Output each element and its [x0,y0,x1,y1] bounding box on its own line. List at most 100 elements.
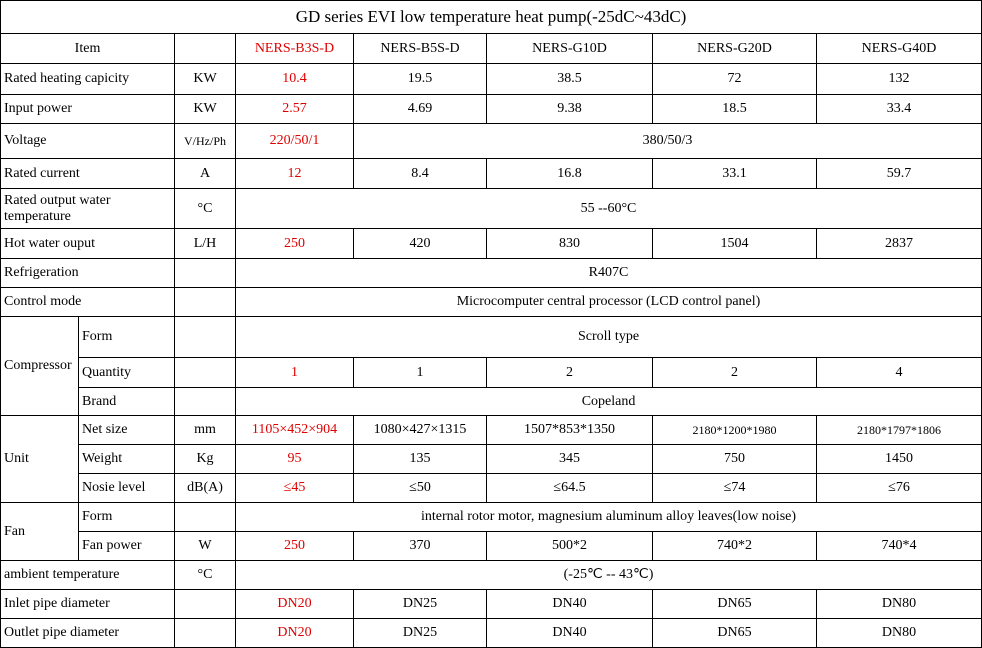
table-cell: DN25 [353,618,487,648]
table-cell: 420 [353,228,487,259]
table-cell: 500*2 [486,531,653,561]
table-cell: 33.4 [815,94,982,124]
table-cell: W [174,531,236,561]
table-cell: V/Hz/Ph [174,123,236,159]
table-cell: DN65 [652,618,817,648]
table-cell: 59.7 [815,158,982,189]
table-cell: NERS-B5S-D [353,33,487,64]
table-cell: Fan power [78,531,175,561]
table-cell: Hot water ouput [0,228,175,259]
table-row: Nosie level dB(A) ≤45 ≤50 ≤64.5 ≤74 ≤76 [1,473,982,503]
table-cell: DN40 [486,618,653,648]
table-cell: NERS-G40D [815,33,982,64]
table-cell [174,316,236,358]
table-cell: Input power [0,94,175,124]
table-cell: Microcomputer central processor (LCD con… [234,287,982,317]
table-row: Brand Copeland [1,387,982,416]
table-cell: 1105×452×904 [235,415,354,445]
table-cell: 345 [486,444,653,474]
table-cell: DN20 [235,589,354,619]
table-cell: 1080×427×1315 [353,415,487,445]
table-cell: NERS-B3S-D [235,33,354,64]
table-row: Fan power W 250 370 500*2 740*2 740*4 [1,531,982,561]
table-cell [174,33,236,64]
table-cell: Outlet pipe diameter [0,618,175,648]
table-cell: KW [174,94,236,124]
table-row: Voltage V/Hz/Ph 220/50/1 380/50/3 [0,123,982,159]
table-cell [174,589,236,619]
table-cell: 18.5 [652,94,817,124]
table-cell: ≤74 [652,473,817,503]
table-cell: 740*2 [652,531,817,561]
table-cell: DN25 [353,589,487,619]
table-cell: 2180*1200*1980 [652,415,817,445]
table-cell: 380/50/3 [352,123,982,159]
table-cell: DN65 [652,589,817,619]
table-cell: ambient temperature [0,560,175,590]
table-cell: ≤50 [353,473,487,503]
table-cell: NERS-G10D [486,33,653,64]
table-cell: Copeland [234,387,982,416]
table-row: ambient temperature °C (-25℃ -- 43℃) [0,560,982,590]
table-cell: Compressor [0,316,79,416]
table-cell: ≤76 [815,473,982,503]
table-cell: DN40 [486,589,653,619]
table-row: Inlet pipe diameter DN20 DN25 DN40 DN65 DN80 [0,589,982,619]
table-cell: internal rotor motor, magnesium aluminum… [234,502,982,532]
table-title: GD series EVI low temperature heat pump(… [0,0,982,34]
table-cell: Voltage [0,123,175,159]
table-cell: Form [78,316,175,358]
table-cell: Net size [78,415,175,445]
table-cell [174,387,236,416]
table-row: Rated current A 12 8.4 16.8 33.1 59.7 [0,158,982,189]
table-row: Unit Net size mm 1105×452×904 1080×427×1315 1… [0,415,982,503]
table-row: Control mode Microcomputer central proces… [0,287,982,317]
table-cell: 1450 [815,444,982,474]
table-cell: Rated current [0,158,175,189]
table-cell: Rated output water temperature [0,188,175,229]
table-cell: 220/50/1 [235,123,354,159]
table-cell: Rated heating capicity [0,63,175,95]
table-row: GD series EVI low temperature heat pump(… [0,0,982,34]
table-cell: 1507*853*1350 [486,415,653,445]
table-cell: 250 [235,228,354,259]
table-cell: Form [78,502,175,532]
table-cell: Item [0,33,175,64]
table-cell: dB(A) [174,473,236,503]
table-cell: mm [174,415,236,445]
table-cell: 2.57 [235,94,354,124]
table-cell: 16.8 [486,158,653,189]
table-cell: 10.4 [235,63,354,95]
table-cell: 55 --60°C [234,188,982,229]
table-cell: 740*4 [815,531,982,561]
table-cell: DN20 [235,618,354,648]
table-cell: Scroll type [234,316,982,358]
table-cell [174,357,236,388]
table-cell: Brand [78,387,175,416]
table-cell: 95 [235,444,354,474]
table-cell: 250 [235,531,354,561]
table-cell: L/H [174,228,236,259]
table-cell: 12 [235,158,354,189]
table-cell: Unit [0,415,79,503]
table-cell: NERS-G20D [652,33,817,64]
table-cell: DN80 [815,618,982,648]
table-cell [174,287,236,317]
table-cell: 9.38 [486,94,653,124]
table-cell: (-25℃ -- 43℃) [234,560,982,590]
table-cell: 370 [353,531,487,561]
table-row: Rated output water temperature °C 55 --60°… [0,188,982,229]
table-cell: ≤45 [235,473,354,503]
table-cell: Inlet pipe diameter [0,589,175,619]
table-cell: 33.1 [652,158,817,189]
table-cell: KW [174,63,236,95]
table-cell: Nosie level [78,473,175,503]
table-cell: 8.4 [353,158,487,189]
table-cell: Quantity [78,357,175,388]
table-cell: 2 [652,357,817,388]
table-cell [174,502,236,532]
table-cell: °C [174,188,236,229]
table-cell: 750 [652,444,817,474]
